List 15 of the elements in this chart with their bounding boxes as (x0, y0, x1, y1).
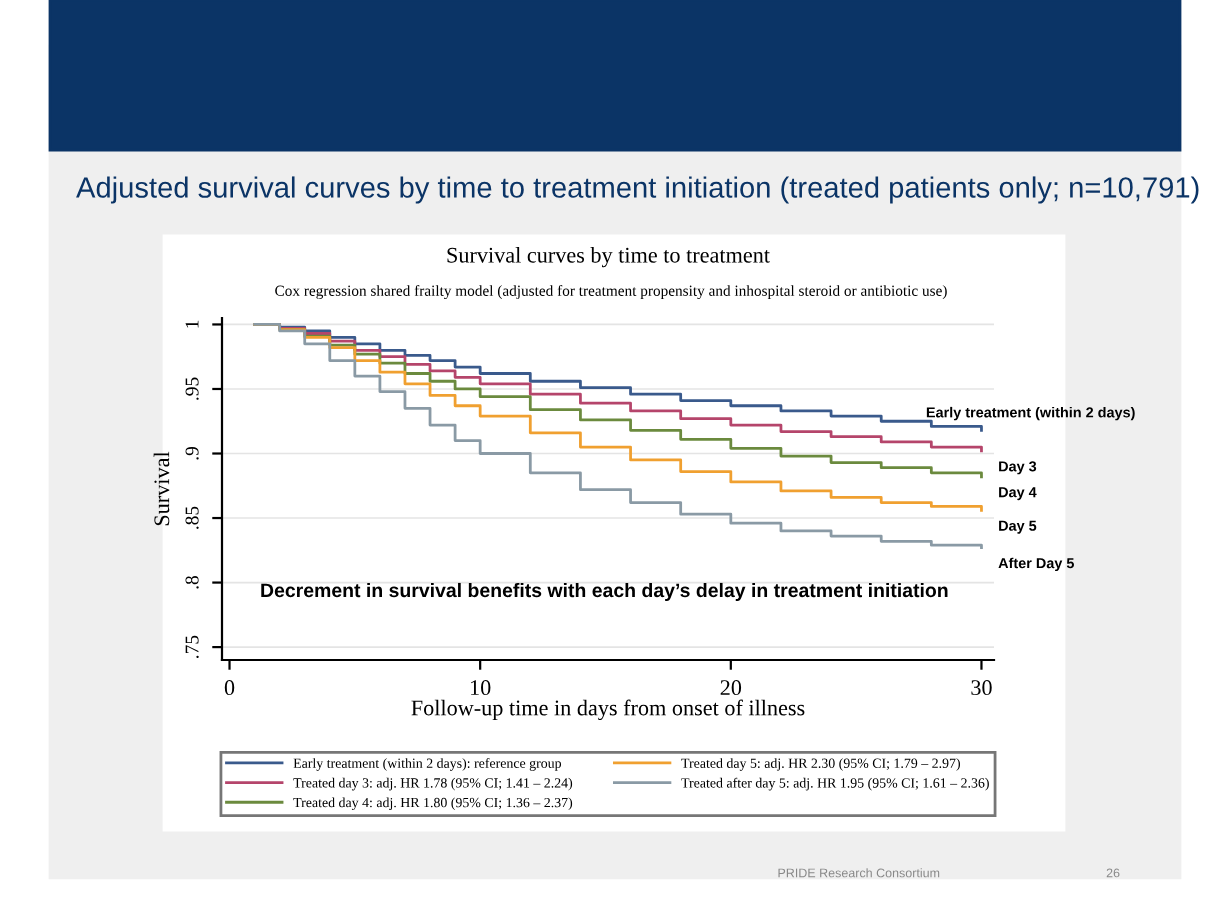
x-tick-label: 0 (224, 680, 235, 696)
x-tick-label: 10 (471, 680, 491, 696)
y-tick-label: .95 (185, 377, 199, 400)
x-tick-label: 30 (971, 680, 992, 696)
y-tick-label: .75 (185, 635, 199, 658)
x-tick-label: 20 (720, 680, 742, 696)
y-tick-label: .8 (185, 576, 199, 589)
annotation: Decrement in survival benefits with each day’s delay in treatment initiation (261, 582, 948, 602)
y-axis-title: Survival (153, 451, 170, 526)
y-tick-label: 1 (185, 320, 199, 328)
chart-subtitle: Survival curves by time to treatment (447, 247, 770, 268)
chart-title: Adjusted survival curves by time to treatment initiation (treated patients only; n=10,791) (76, 176, 1199, 204)
y-tick-label: .85 (185, 506, 199, 529)
y-tick-label: .9 (185, 447, 199, 460)
x-axis-title: Follow-up time in days from onset of illness (411, 699, 805, 721)
